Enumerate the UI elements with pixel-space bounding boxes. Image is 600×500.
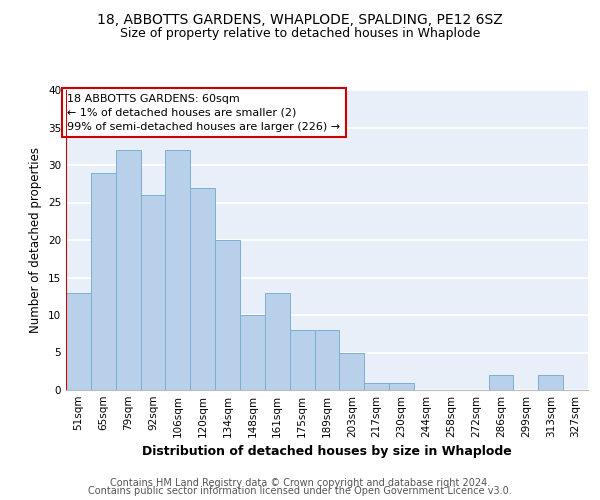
Bar (389, 382, 414, 390)
Bar (166, 150, 190, 390)
Bar (488, 375, 514, 390)
Bar (340, 352, 364, 390)
Bar (190, 188, 215, 390)
Bar (314, 330, 340, 390)
Bar (91, 172, 116, 390)
Text: 18, ABBOTTS GARDENS, WHAPLODE, SPALDING, PE12 6SZ: 18, ABBOTTS GARDENS, WHAPLODE, SPALDING,… (97, 12, 503, 26)
Bar (364, 382, 389, 390)
Text: Contains HM Land Registry data © Crown copyright and database right 2024.: Contains HM Land Registry data © Crown c… (110, 478, 490, 488)
Bar (66, 292, 91, 390)
Bar (116, 150, 140, 390)
Y-axis label: Number of detached properties: Number of detached properties (29, 147, 43, 333)
Bar (290, 330, 314, 390)
Text: Contains public sector information licensed under the Open Government Licence v3: Contains public sector information licen… (88, 486, 512, 496)
Bar (265, 292, 290, 390)
X-axis label: Distribution of detached houses by size in Whaplode: Distribution of detached houses by size … (142, 446, 512, 458)
Text: 18 ABBOTTS GARDENS: 60sqm
← 1% of detached houses are smaller (2)
99% of semi-de: 18 ABBOTTS GARDENS: 60sqm ← 1% of detach… (67, 94, 340, 132)
Bar (240, 315, 265, 390)
Bar (215, 240, 240, 390)
Text: Size of property relative to detached houses in Whaplode: Size of property relative to detached ho… (120, 28, 480, 40)
Bar (140, 195, 166, 390)
Bar (538, 375, 563, 390)
